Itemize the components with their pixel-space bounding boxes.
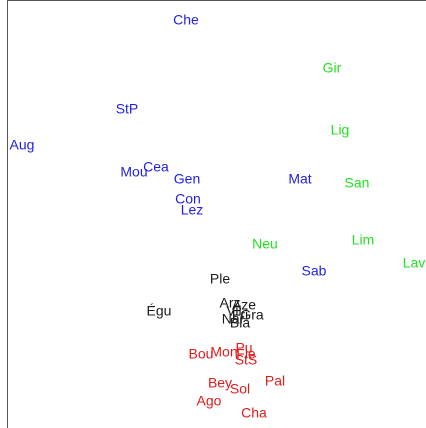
point-label: Lav xyxy=(403,255,426,271)
point-label: Pu xyxy=(235,340,252,356)
point-label: Pal xyxy=(265,373,285,389)
point-label: Con xyxy=(175,191,201,207)
point-label: Bey xyxy=(208,375,232,391)
point-label: Cea xyxy=(143,159,169,175)
point-label: Mon xyxy=(210,344,237,360)
point-label: Fri xyxy=(232,307,248,323)
point-label: Bla xyxy=(230,315,250,331)
point-label: Gen xyxy=(174,171,200,187)
point-label: Vil xyxy=(226,303,241,319)
point-label: Aug xyxy=(10,137,35,153)
point-label: Arz xyxy=(220,295,241,311)
point-label: Bou xyxy=(189,346,214,362)
point-label: Ple xyxy=(210,271,230,287)
point-label: Lim xyxy=(352,232,375,248)
point-label: Gra xyxy=(240,307,264,323)
point-label: Mou xyxy=(120,164,147,180)
point-label: San xyxy=(345,175,370,191)
point-label: Lez xyxy=(181,202,204,218)
point-label: Aze xyxy=(232,297,256,313)
point-label: Égu xyxy=(147,303,172,319)
point-label: Lig xyxy=(331,122,350,138)
point-label: Neu xyxy=(252,236,278,252)
point-label: Nar xyxy=(222,311,245,327)
point-label: Mat xyxy=(288,171,311,187)
plot-frame xyxy=(7,0,426,428)
point-label: Fle xyxy=(236,346,256,362)
point-label: StS xyxy=(235,352,258,368)
point-label: Sab xyxy=(302,263,327,279)
point-label: Sol xyxy=(230,381,250,397)
point-label: Ago xyxy=(197,393,222,409)
point-label: Che xyxy=(173,12,199,28)
point-label: StP xyxy=(116,101,139,117)
point-label: Cha xyxy=(241,405,267,421)
point-label: Gir xyxy=(323,60,342,76)
